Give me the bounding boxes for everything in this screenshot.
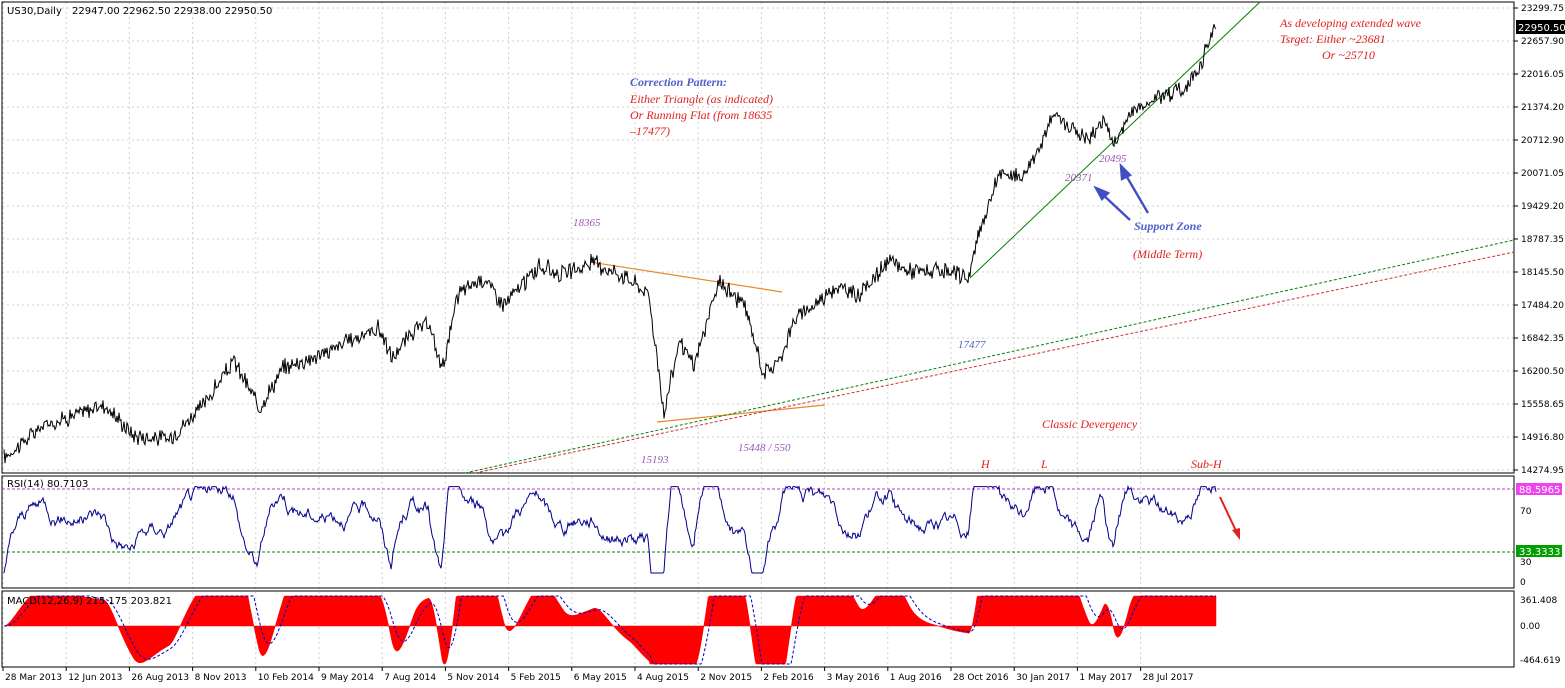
support-arrow-1-head [1093,185,1111,201]
rsi-lower-value: 33.3333 [1519,547,1560,558]
support-zone-label: Support Zone [1134,219,1202,233]
time-tick-label: 2 Feb 2016 [763,673,814,683]
price-tick-label: 17484.20 [1521,301,1564,311]
long-term-trendline-red [474,251,1515,474]
time-tick-label: 28 Oct 2016 [953,673,1009,683]
divergence-arrow-head [1232,528,1240,540]
macd-signal-line [4,595,1216,665]
h-label: H [980,457,991,471]
rsi-tick-0: 0 [1520,578,1526,588]
point-18365: 18365 [573,217,601,229]
price-tick-label: 21374.20 [1521,103,1564,113]
rsi-tick-70: 70 [1520,507,1532,517]
time-tick-label: 3 May 2016 [827,673,880,683]
price-tick-label: 16842.35 [1521,334,1564,344]
price-tick-label: 20712.90 [1521,136,1564,146]
l-label: L [1040,457,1048,471]
point-15448: 15448 / 550 [738,442,791,454]
wave-line3: Or ~25710 [1322,48,1375,62]
price-tick-label: 22016.05 [1521,70,1564,80]
current-price-label: 22950.50 [1518,23,1565,34]
time-axis: 28 Mar 2013 12 Jun 2013 26 Aug 2013 8 Nov 2… [2,667,1194,683]
price-axis: 23299.75 22657.90 22016.05 21374.20 20712.90… [1514,4,1564,476]
time-tick-label: 1 May 2017 [1079,673,1132,683]
macd-tick-bottom: -464.619 [1520,656,1561,666]
price-tick-label: 19429.20 [1521,202,1564,212]
price-tick-label: 18145.50 [1521,268,1564,278]
point-15193: 15193 [641,454,669,466]
time-tick-label: 28 Jul 2017 [1143,673,1194,683]
time-tick-label: 28 Mar 2013 [5,673,62,683]
time-tick-label: 30 Jan 2017 [1016,673,1070,683]
symbol-label: US30,Daily [7,6,62,17]
correction-line2: Or Running Flat (from 18635 [630,108,772,122]
support-arrow-2 [1122,171,1150,214]
time-tick-label: 1 Aug 2016 [890,673,942,683]
time-tick-label: 26 Aug 2013 [131,673,189,683]
subh-label: Sub-H [1191,457,1223,471]
macd-tick-zero: 0.00 [1520,622,1540,632]
wave-line2: Tsrget: Either ~23681 [1280,32,1386,46]
divergence-arrow [1219,496,1238,534]
price-tick-label: 15558.65 [1521,400,1564,410]
time-tick-label: 9 May 2014 [321,673,374,683]
time-tick-label: 7 Aug 2014 [384,673,436,683]
price-tick-label: 14274.95 [1521,466,1564,476]
time-tick-label: 6 May 2015 [574,673,627,683]
time-tick-label: 5 Feb 2015 [511,673,561,683]
time-tick-label: 10 Feb 2014 [258,673,314,683]
long-term-trendline-green [464,239,1515,474]
rsi-lower-badge [1516,545,1562,557]
rsi-upper-badge [1516,483,1562,495]
correction-line1: Either Triangle (as indicated) [629,92,773,106]
price-tick-label: 20071.05 [1521,169,1564,179]
ohlc-label: 22947.00 22962.50 22938.00 22950.50 [72,6,272,17]
correction-line3: –17477) [629,124,670,138]
price-panel-border [1,1,1515,474]
price-series-line [3,24,1217,464]
triangle-upper-trendline [589,261,783,293]
grid-lines [2,2,1514,667]
correction-title: Correction Pattern: [630,75,727,89]
macd-label: MACD(12,26,9) 215.175 203.821 [7,596,172,607]
point-17477: 17477 [958,339,986,351]
time-tick-label: 12 Jun 2013 [68,673,122,683]
price-tick-label: 23299.75 [1521,4,1564,14]
rsi-panel-border [1,475,1515,589]
price-tick-label: 22657.90 [1521,37,1564,47]
time-tick-label: 5 Nov 2014 [447,673,499,683]
wave-line1: As developing extended wave [1279,16,1422,30]
rsi-tick-30: 30 [1520,558,1532,568]
triangle-lower-trendline [656,404,826,423]
macd-tick-top: 361.408 [1520,596,1557,606]
price-tick-label: 16200.50 [1521,367,1564,377]
macd-panel-border [1,590,1515,668]
price-tick-label: 18787.35 [1521,235,1564,245]
rsi-line [3,484,1217,574]
classic-divergency-label: Classic Devergency [1042,417,1138,431]
support-arrow-2-head [1119,162,1133,181]
time-tick-label: 4 Aug 2015 [637,673,689,683]
current-price-badge [1516,20,1565,34]
price-tick-label: 14916.80 [1521,433,1564,443]
time-tick-label: 2 Nov 2015 [700,673,752,683]
middle-term-label: (Middle Term) [1133,247,1202,261]
time-tick-label: 8 Nov 2013 [195,673,247,683]
point-20371: 20371 [1065,172,1093,184]
rsi-label: RSI(14) 80.7103 [7,479,88,490]
rsi-upper-value: 88.5965 [1519,485,1560,496]
point-20495: 20495 [1099,153,1127,165]
